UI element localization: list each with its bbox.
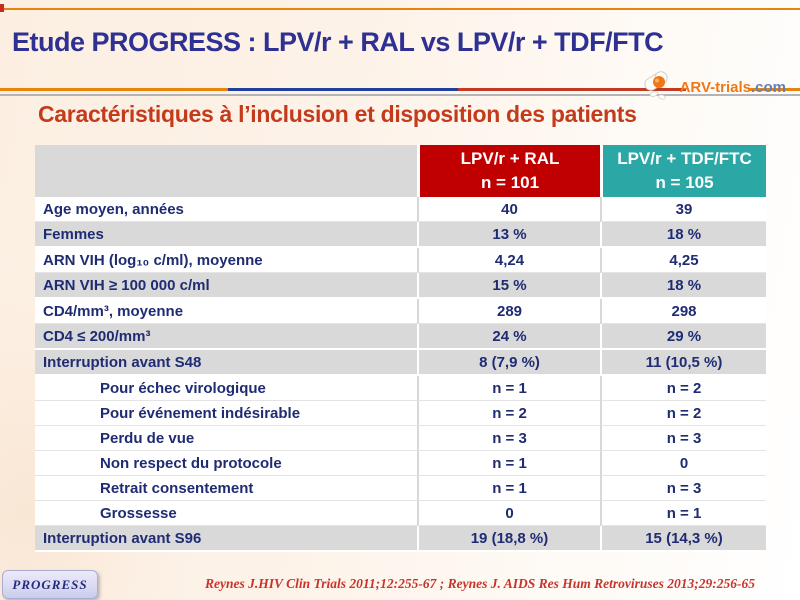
row-label: Pour échec virologique xyxy=(35,376,417,401)
row-value-ral: 289 xyxy=(417,299,600,324)
table-row: Interruption avant S48 8 (7,9 %) 11 (10,… xyxy=(35,350,766,376)
row-value-tdf: 11 (10,5 %) xyxy=(600,350,766,376)
row-label: Age moyen, années xyxy=(35,197,417,222)
row-label: Non respect du protocole xyxy=(35,451,417,476)
row-label: Pour événement indésirable xyxy=(35,401,417,426)
row-label: CD4/mm³, moyenne xyxy=(35,299,417,324)
slide-subtitle: Caractéristiques à l’inclusion et dispos… xyxy=(38,101,637,127)
table-row: CD4 ≤ 200/mm³ 24 % 29 % xyxy=(35,324,766,350)
table-corner-cell xyxy=(35,145,417,197)
row-value-ral: n = 1 xyxy=(417,376,600,401)
row-label: Interruption avant S48 xyxy=(35,350,417,376)
divider-segment-orange-right xyxy=(748,88,800,91)
row-value-tdf: 0 xyxy=(600,451,766,476)
arm1-n: n = 101 xyxy=(480,173,540,192)
table-row: Femmes 13 % 18 % xyxy=(35,222,766,248)
logo-suffix: .com xyxy=(750,79,786,96)
progress-study-badge: PROGRESS xyxy=(2,570,98,599)
row-value-tdf: n = 3 xyxy=(600,426,766,451)
table-subrow: Pour événement indésirable n = 2 n = 2 xyxy=(35,401,766,426)
table-subrow: Grossesse 0 n = 1 xyxy=(35,501,766,526)
table-row: CD4/mm³, moyenne 289 298 xyxy=(35,299,766,324)
row-value-ral: n = 1 xyxy=(417,451,600,476)
row-label: ARN VIH ≥ 100 000 c/ml xyxy=(35,273,417,299)
row-value-ral: 13 % xyxy=(417,222,600,248)
row-label: Grossesse xyxy=(35,501,417,526)
arv-trials-logo: ARV-trials.com xyxy=(642,70,786,105)
row-value-ral: 24 % xyxy=(417,324,600,350)
row-value-tdf: n = 1 xyxy=(600,501,766,526)
row-value-ral: n = 1 xyxy=(417,476,600,501)
row-value-ral: 8 (7,9 %) xyxy=(417,350,600,376)
divider-segment-orange xyxy=(0,88,228,91)
table-row: Interruption avant S96 19 (18,8 %) 15 (1… xyxy=(35,526,766,552)
row-value-ral: n = 3 xyxy=(417,426,600,451)
arm2-n: n = 105 xyxy=(655,173,714,192)
row-label: Femmes xyxy=(35,222,417,248)
row-value-ral: n = 2 xyxy=(417,401,600,426)
arm2-title: LPV/r + TDF/FTC xyxy=(617,149,752,168)
row-value-tdf: 39 xyxy=(600,197,766,222)
row-value-tdf: 15 (14,3 %) xyxy=(600,526,766,552)
table-row: ARN VIH ≥ 100 000 c/ml 15 % 18 % xyxy=(35,273,766,299)
row-value-ral: 19 (18,8 %) xyxy=(417,526,600,552)
row-label: Retrait consentement xyxy=(35,476,417,501)
logo-text: ARV-trials.com xyxy=(680,79,786,96)
row-value-tdf: n = 2 xyxy=(600,401,766,426)
row-label: ARN VIH (log₁₀ c/ml), moyenne xyxy=(35,248,417,273)
top-red-cap xyxy=(0,4,4,12)
row-value-tdf: 4,25 xyxy=(600,248,766,273)
divider-gray-rule xyxy=(0,94,800,96)
row-value-tdf: 18 % xyxy=(600,273,766,299)
row-label: Perdu de vue xyxy=(35,426,417,451)
table-header-row: LPV/r + RAL n = 101 LPV/r + TDF/FTC n = … xyxy=(35,145,766,197)
row-label: CD4 ≤ 200/mm³ xyxy=(35,324,417,350)
table-subrow: Perdu de vue n = 3 n = 3 xyxy=(35,426,766,451)
table-row: Age moyen, années 40 39 xyxy=(35,197,766,222)
row-value-ral: 0 xyxy=(417,501,600,526)
row-value-tdf: 298 xyxy=(600,299,766,324)
top-orange-rule xyxy=(0,8,800,10)
slide-title: Etude PROGRESS : LPV/r + RAL vs LPV/r + … xyxy=(12,27,664,57)
column-header-lpvr-ral: LPV/r + RAL n = 101 xyxy=(417,145,600,197)
divider-segment-blue xyxy=(228,88,458,91)
table-subrow: Pour échec virologique n = 1 n = 2 xyxy=(35,376,766,401)
table-row: ARN VIH (log₁₀ c/ml), moyenne 4,24 4,25 xyxy=(35,248,766,273)
row-value-tdf: n = 2 xyxy=(600,376,766,401)
table-subrow: Retrait consentement n = 1 n = 3 xyxy=(35,476,766,501)
pill-icon xyxy=(642,70,678,105)
logo-name: ARV-trials xyxy=(679,79,751,96)
table-subrow: Non respect du protocole n = 1 0 xyxy=(35,451,766,476)
row-value-ral: 4,24 xyxy=(417,248,600,273)
row-value-ral: 40 xyxy=(417,197,600,222)
row-value-ral: 15 % xyxy=(417,273,600,299)
row-value-tdf: 29 % xyxy=(600,324,766,350)
arm1-title: LPV/r + RAL xyxy=(460,149,560,168)
divider-segment-red xyxy=(458,88,686,91)
column-header-lpvr-tdf-ftc: LPV/r + TDF/FTC n = 105 xyxy=(600,145,766,197)
reference-citation: Reynes J.HIV Clin Trials 2011;12:255-67 … xyxy=(204,576,756,591)
row-label: Interruption avant S96 xyxy=(35,526,417,552)
row-value-tdf: n = 3 xyxy=(600,476,766,501)
badge-label: PROGRESS xyxy=(12,576,88,592)
row-value-tdf: 18 % xyxy=(600,222,766,248)
characteristics-table: LPV/r + RAL n = 101 LPV/r + TDF/FTC n = … xyxy=(35,145,766,552)
